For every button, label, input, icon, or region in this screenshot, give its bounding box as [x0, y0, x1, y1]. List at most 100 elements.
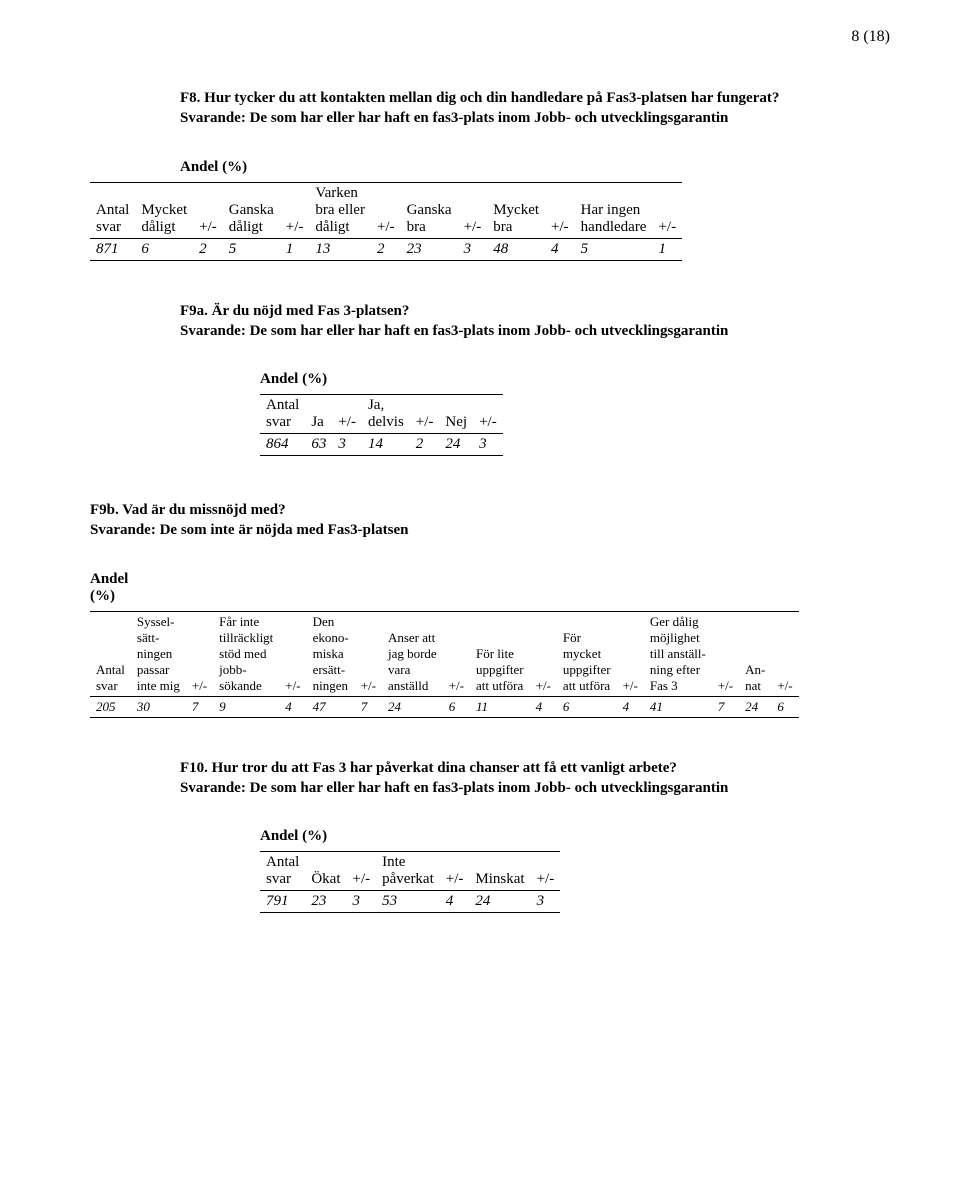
table-f9b-c2: 7 [186, 696, 213, 717]
table-f8-h1: Mycket dåligt [135, 182, 193, 238]
table-f9b: Antal svar Syssel- sätt- ningen passar i… [90, 611, 799, 718]
table-f9a-header-row: Antal svar Ja +/- Ja, delvis +/- Nej +/- [260, 395, 503, 434]
table-f8-h8: +/- [458, 182, 488, 238]
table-f9b-h11: För mycket uppgifter att utföra [557, 611, 617, 696]
table-f9b-c8: 6 [443, 696, 470, 717]
table-f9a-c6: 3 [473, 434, 503, 456]
table-f8-h5: Varken bra eller dåligt [309, 182, 371, 238]
table-f8-c2: 2 [193, 238, 223, 260]
question-f9a: F9a. Är du nöjd med Fas 3-platsen? Svara… [90, 301, 820, 342]
andel-label-f9a: Andel (%) [90, 371, 890, 388]
table-f9b-c1: 30 [131, 696, 186, 717]
question-f9a-sub: Svarande: De som har eller har haft en f… [180, 323, 728, 339]
table-f10-c0: 791 [260, 891, 305, 913]
table-f10-c6: 3 [531, 891, 561, 913]
table-f8-h3: Ganska dåligt [223, 182, 280, 238]
table-f8-h2: +/- [193, 182, 223, 238]
table-f9b-h7: Anser att jag borde vara anställd [382, 611, 443, 696]
table-f10-h1: Ökat [305, 852, 346, 891]
table-f9a: Antal svar Ja +/- Ja, delvis +/- Nej +/-… [260, 394, 503, 456]
table-f8-c9: 48 [487, 238, 545, 260]
table-f8-h7: Ganska bra [401, 182, 458, 238]
table-f10-c1: 23 [305, 891, 346, 913]
table-f8-h10: +/- [545, 182, 575, 238]
question-f8-sub: Svarande: De som har eller har haft en f… [180, 110, 728, 126]
table-f10-h4: +/- [440, 852, 470, 891]
table-f9a-h4: +/- [410, 395, 440, 434]
table-f8-c1: 6 [135, 238, 193, 260]
table-f9b-h12: +/- [617, 611, 644, 696]
table-f9b-h8: +/- [443, 611, 470, 696]
table-f9a-c0: 864 [260, 434, 305, 456]
table-f9a-c3: 14 [362, 434, 410, 456]
table-f9b-h4: +/- [279, 611, 306, 696]
table-f9b-c10: 4 [530, 696, 557, 717]
table-f8-h4: +/- [280, 182, 310, 238]
question-f9b-sub: Svarande: De som inte är nöjda med Fas3-… [90, 522, 408, 538]
table-f9b-h10: +/- [530, 611, 557, 696]
table-f8-h12: +/- [652, 182, 682, 238]
table-f8-header-row: Antal svar Mycket dåligt +/- Ganska dåli… [90, 182, 682, 238]
table-f10-h5: Minskat [469, 852, 530, 891]
table-f8-c10: 4 [545, 238, 575, 260]
table-f8-h0: Antal svar [90, 182, 135, 238]
table-f8-c4: 1 [280, 238, 310, 260]
document-page: 8 (18) F8. Hur tycker du att kontakten m… [0, 0, 960, 1184]
table-f9b-h16: +/- [771, 611, 798, 696]
table-f9b-c9: 11 [470, 696, 530, 717]
table-f9a-row: 864 63 3 14 2 24 3 [260, 434, 503, 456]
table-f9b-c15: 24 [739, 696, 771, 717]
andel-label-f8: Andel (%) [90, 159, 890, 176]
table-f10-h2: +/- [347, 852, 377, 891]
table-f9b-h2: +/- [186, 611, 213, 696]
table-f9b-h9: För lite uppgifter att utföra [470, 611, 530, 696]
question-f9b-title: F9b. Vad är du missnöjd med? [90, 502, 286, 518]
table-f10-header-row: Antal svar Ökat +/- Inte påverkat +/- Mi… [260, 852, 560, 891]
table-f9b-h3: Får inte tillräckligt stöd med jobb- sök… [213, 611, 279, 696]
table-f8-c5: 13 [309, 238, 371, 260]
table-f9b-c16: 6 [771, 696, 798, 717]
table-f9b-c6: 7 [355, 696, 382, 717]
table-f9a-c4: 2 [410, 434, 440, 456]
question-f8-title: F8. Hur tycker du att kontakten mellan d… [180, 90, 779, 106]
table-f8-h6: +/- [371, 182, 401, 238]
table-f9b-c14: 7 [712, 696, 739, 717]
table-f9b-h5: Den ekono- miska ersätt- ningen [307, 611, 355, 696]
table-f10-h6: +/- [531, 852, 561, 891]
table-f9b-h1: Syssel- sätt- ningen passar inte mig [131, 611, 186, 696]
table-f10-row: 791 23 3 53 4 24 3 [260, 891, 560, 913]
table-f9b-header-row: Antal svar Syssel- sätt- ningen passar i… [90, 611, 799, 696]
table-f8-h11: Har ingen handledare [575, 182, 653, 238]
table-f8-c8: 3 [458, 238, 488, 260]
page-number: 8 (18) [851, 28, 890, 46]
table-f9a-c1: 63 [305, 434, 332, 456]
question-f9a-title: F9a. Är du nöjd med Fas 3-platsen? [180, 303, 409, 319]
table-f9b-h14: +/- [712, 611, 739, 696]
question-f8: F8. Hur tycker du att kontakten mellan d… [90, 88, 820, 129]
table-f9a-c2: 3 [332, 434, 362, 456]
table-f9a-h5: Nej [439, 395, 473, 434]
table-f9b-row: 205 30 7 9 4 47 7 24 6 11 4 6 4 41 7 24 … [90, 696, 799, 717]
table-f10-h3: Inte påverkat [376, 852, 440, 891]
table-f9b-h0: Antal svar [90, 611, 131, 696]
table-f10-h0: Antal svar [260, 852, 305, 891]
question-f10: F10. Hur tror du att Fas 3 har påverkat … [90, 758, 820, 799]
table-f9a-h6: +/- [473, 395, 503, 434]
table-f8-c11: 5 [575, 238, 653, 260]
table-f8-c12: 1 [652, 238, 682, 260]
table-f9b-c7: 24 [382, 696, 443, 717]
table-f8-c7: 23 [401, 238, 458, 260]
table-f9a-c5: 24 [439, 434, 473, 456]
table-f9b-c4: 4 [279, 696, 306, 717]
table-f8-c6: 2 [371, 238, 401, 260]
table-f10-c2: 3 [347, 891, 377, 913]
table-f10-c4: 4 [440, 891, 470, 913]
question-f10-sub: Svarande: De som har eller har haft en f… [180, 780, 728, 796]
table-f10: Antal svar Ökat +/- Inte påverkat +/- Mi… [260, 851, 560, 913]
table-f10-c3: 53 [376, 891, 440, 913]
question-f9b: F9b. Vad är du missnöjd med? Svarande: D… [90, 500, 890, 541]
andel-label-f10: Andel (%) [90, 828, 890, 845]
table-f9b-c0: 205 [90, 696, 131, 717]
table-f10-c5: 24 [469, 891, 530, 913]
table-f8-h9: Mycket bra [487, 182, 545, 238]
